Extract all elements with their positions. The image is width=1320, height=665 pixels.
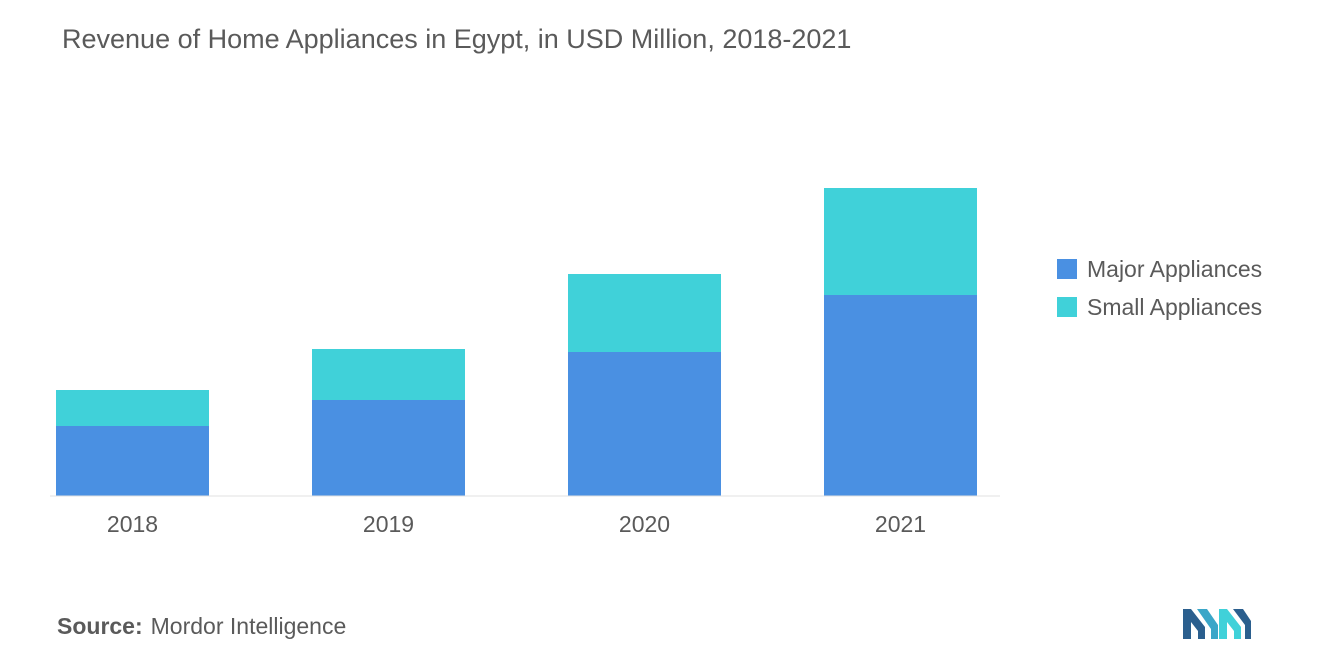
bar-major-2020 bbox=[568, 352, 721, 496]
x-tick-label-2018: 2018 bbox=[107, 511, 158, 537]
x-tick-label-2021: 2021 bbox=[875, 511, 926, 537]
x-tick-label-2019: 2019 bbox=[363, 511, 414, 537]
bar-major-2018 bbox=[56, 426, 209, 496]
bar-small-2019 bbox=[312, 349, 465, 400]
chart-title: Revenue of Home Appliances in Egypt, in … bbox=[62, 24, 852, 54]
bar-major-2021 bbox=[824, 295, 977, 496]
legend-label-small: Small Appliances bbox=[1087, 293, 1263, 320]
legend-swatch-small bbox=[1057, 297, 1077, 317]
bar-major-2019 bbox=[312, 400, 465, 496]
mordor-intelligence-logo bbox=[1183, 609, 1251, 639]
legend: Major Appliances Small Appliances bbox=[1057, 250, 1262, 326]
legend-label-major: Major Appliances bbox=[1087, 255, 1263, 282]
source-label: Source: bbox=[57, 613, 143, 639]
source-value: Mordor Intelligence bbox=[150, 613, 347, 639]
legend-item-small: Small Appliances bbox=[1057, 288, 1262, 326]
legend-swatch-major bbox=[1057, 259, 1077, 279]
bar-group bbox=[56, 188, 977, 496]
bar-small-2021 bbox=[824, 188, 977, 295]
x-tick-label-2020: 2020 bbox=[619, 511, 670, 537]
bar-small-2018 bbox=[56, 390, 209, 426]
source-note: Source: Mordor Intelligence bbox=[57, 613, 346, 640]
x-tick-labels: 2018 2019 2020 2021 bbox=[107, 511, 926, 537]
legend-item-major: Major Appliances bbox=[1057, 250, 1262, 288]
bar-small-2020 bbox=[568, 274, 721, 352]
